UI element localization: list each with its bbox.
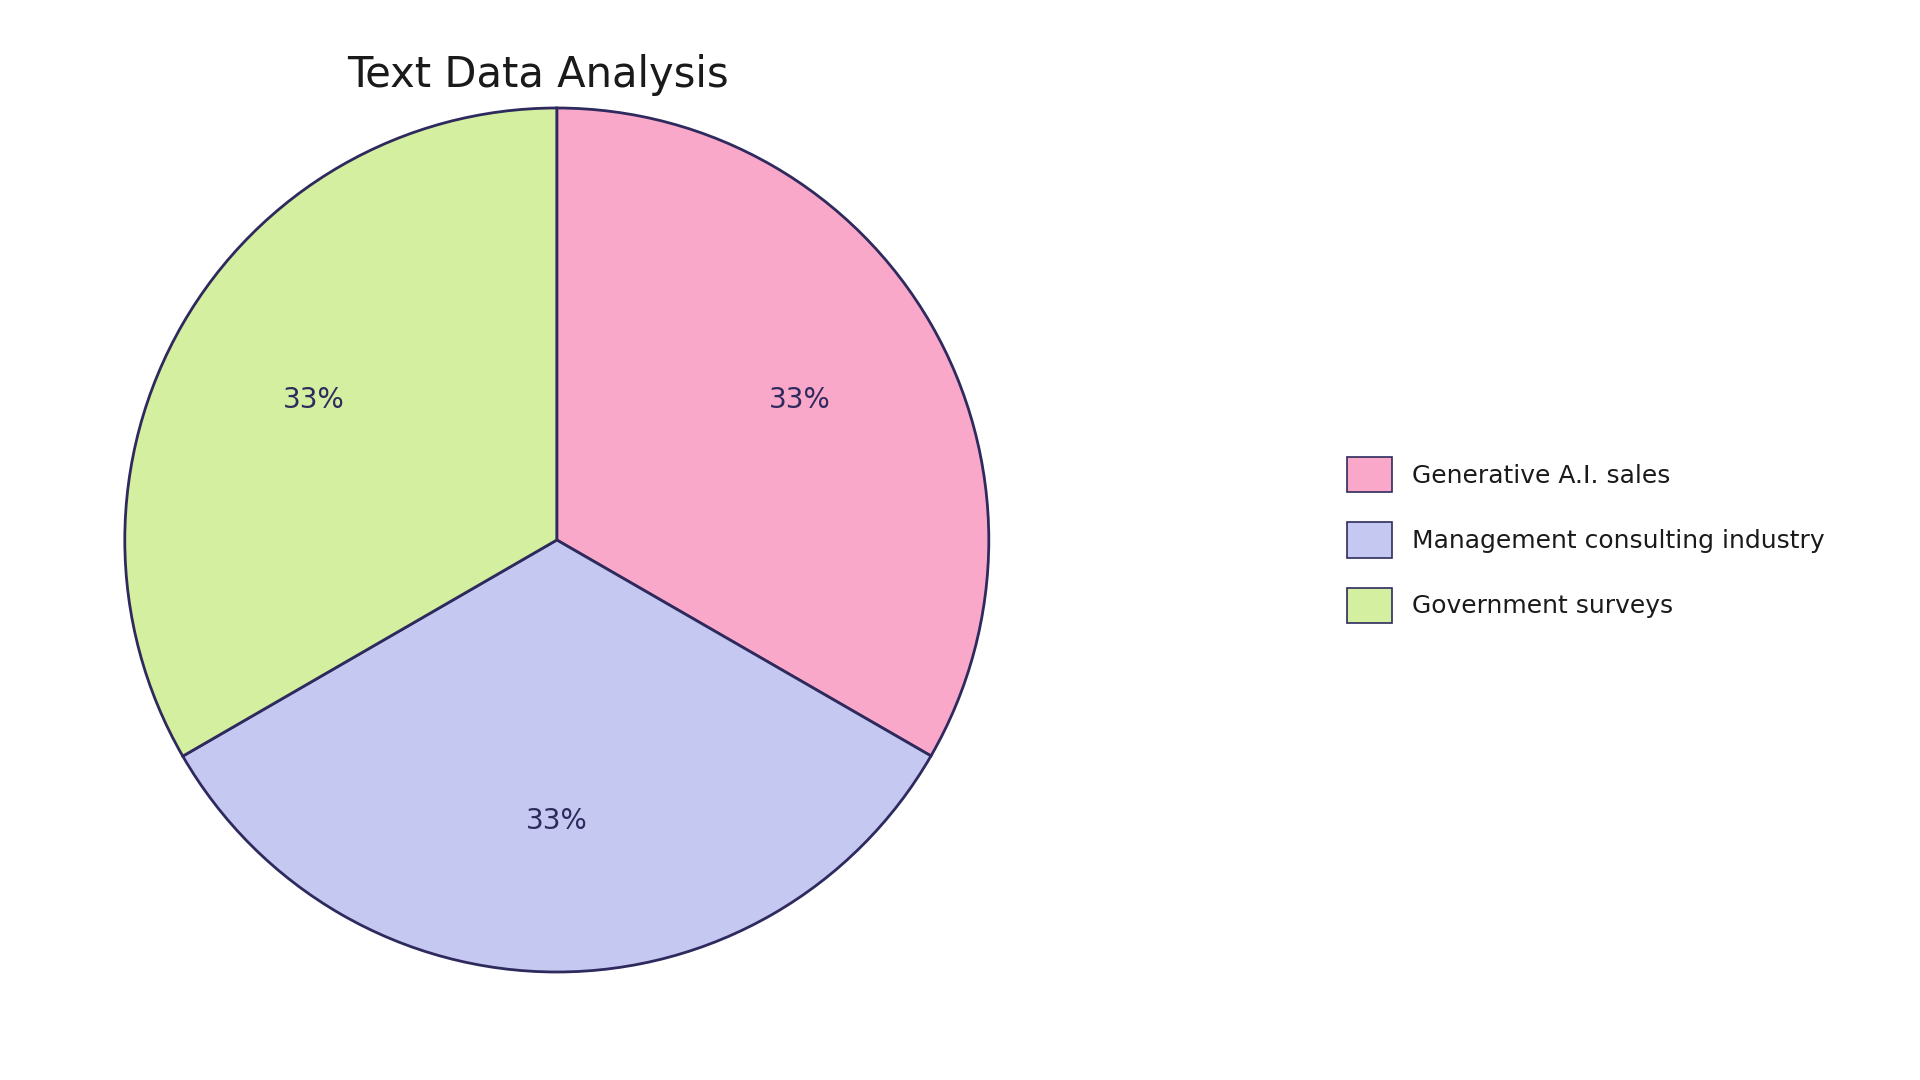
- Legend: Generative A.I. sales, Management consulting industry, Government surveys: Generative A.I. sales, Management consul…: [1323, 432, 1849, 648]
- Text: 33%: 33%: [282, 386, 344, 414]
- Wedge shape: [125, 108, 557, 756]
- Text: Text Data Analysis: Text Data Analysis: [348, 54, 728, 96]
- Text: 33%: 33%: [770, 386, 831, 414]
- Wedge shape: [182, 540, 931, 972]
- Wedge shape: [557, 108, 989, 756]
- Text: 33%: 33%: [526, 807, 588, 835]
